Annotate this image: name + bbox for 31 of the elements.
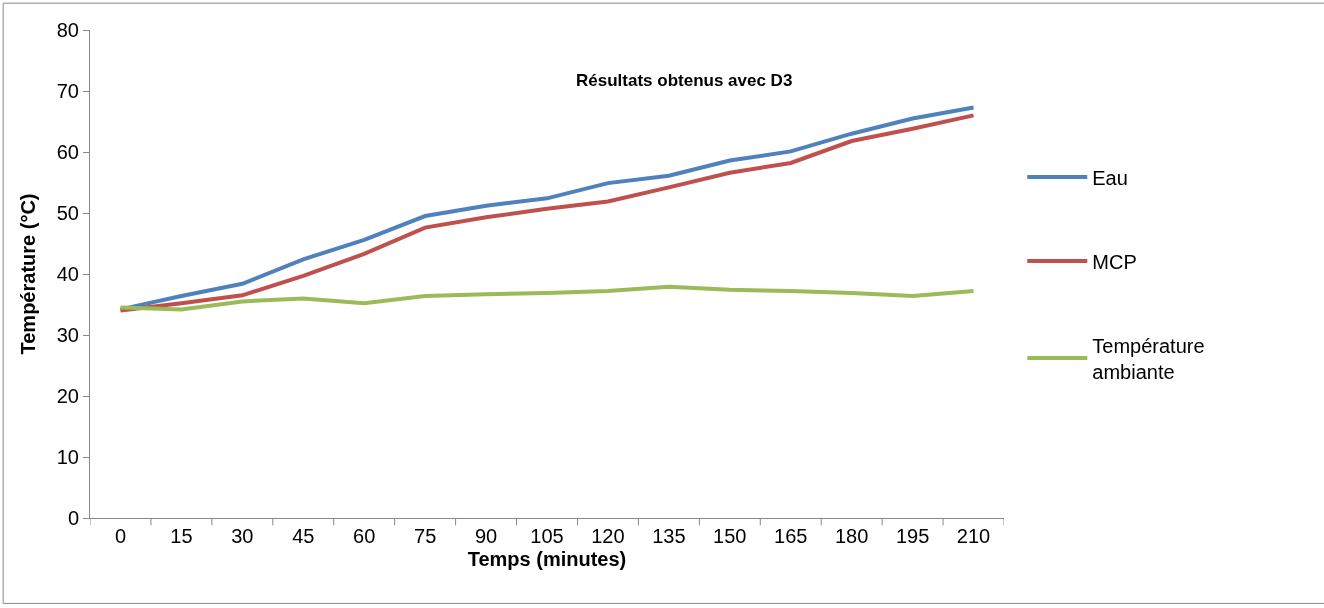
x-tick-label: 135 (652, 525, 686, 547)
text: Résultats obtenus avec D3 (576, 71, 793, 90)
y-tick-label: 0 (67, 507, 79, 529)
x-tick-label: 210 (956, 525, 991, 547)
x-tick-label: 120 (591, 525, 625, 547)
y-tick-label: 30 (56, 324, 79, 346)
x-axis-title: Temps (minutes) (467, 547, 627, 570)
y-tick-label: 60 (56, 141, 79, 163)
y-tick-label: 20 (56, 385, 79, 407)
y-tick-label: 10 (56, 446, 79, 468)
line-series (118, 284, 976, 312)
legend-label: Eau (1092, 166, 1128, 189)
x-tick-label: 0 (114, 525, 127, 547)
x-tick-label: 90 (474, 525, 498, 547)
x-tick-label: 45 (292, 525, 315, 547)
y-tick-label: 80 (56, 19, 79, 41)
x-tick-label: 180 (834, 525, 869, 547)
y-axis-title: Température (°C) (17, 193, 40, 355)
legend-label: MCP (1092, 250, 1137, 273)
x-tick-label: 105 (530, 525, 564, 547)
x-tick-label: 150 (713, 525, 747, 547)
x-tick-label: 30 (231, 525, 254, 547)
x-tick-label: 165 (774, 525, 808, 547)
x-tick-label: 15 (170, 525, 193, 547)
x-tick-label: 195 (895, 525, 930, 547)
x-tick-label: 60 (353, 525, 376, 547)
x-tick-label: 75 (414, 525, 437, 547)
y-tick-label: 40 (56, 263, 79, 285)
y-tick-label: 50 (56, 202, 79, 224)
y-tick-label: 70 (56, 80, 79, 102)
legend-label: Température ambiante (1092, 334, 1205, 383)
